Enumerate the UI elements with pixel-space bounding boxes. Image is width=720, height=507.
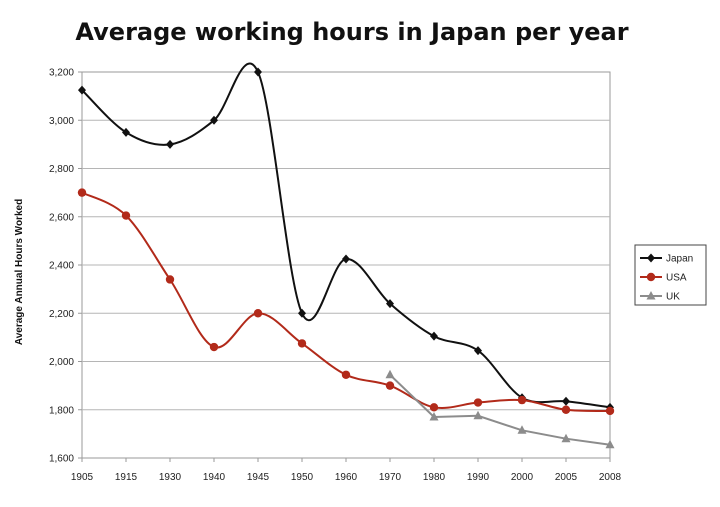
data-point-usa: [209, 342, 219, 352]
data-point-uk: [473, 410, 483, 420]
x-tick-label: 1905: [71, 472, 94, 483]
data-point-uk: [429, 411, 439, 421]
data-point-japan: [122, 127, 130, 137]
x-tick-label: 1990: [467, 472, 490, 483]
legend-marker-uk: [646, 291, 656, 300]
x-axis-ticks: 1905 1915 1930 1940 1945 1950 1960 1970 1980 1990…: [71, 458, 622, 483]
data-point-usa: [517, 395, 527, 405]
data-point-usa: [385, 381, 395, 390]
data-point-usa: [341, 370, 351, 379]
legend-label-usa: USA: [666, 273, 687, 284]
series-line-japan: [81, 62, 611, 409]
legend: Japan USA UK: [634, 244, 707, 306]
data-point-japan: [562, 396, 570, 406]
y-tick-label: 2,200: [49, 309, 74, 320]
data-point-japan: [78, 85, 86, 95]
data-point-uk: [605, 439, 615, 449]
data-point-usa: [165, 275, 175, 284]
x-tick-label: 1915: [115, 472, 138, 483]
data-point-uk: [561, 433, 571, 443]
data-point-japan: [386, 299, 394, 309]
x-tick-label: 1945: [247, 472, 270, 483]
x-tick-label: 1930: [159, 472, 182, 483]
data-point-usa: [429, 403, 439, 412]
x-tick-label: 1950: [291, 472, 314, 483]
y-tick-label: 1,800: [49, 405, 74, 416]
y-tick-label: 3,000: [49, 116, 74, 127]
data-point-japan: [474, 346, 482, 356]
data-point-usa: [77, 188, 87, 197]
y-tick-label: 2,800: [49, 164, 74, 175]
x-tick-label: 1970: [379, 472, 402, 483]
data-point-usa: [605, 406, 615, 416]
legend-label-uk: UK: [666, 292, 680, 303]
y-tick-label: 3,200: [49, 68, 74, 79]
legend-marker-usa: [646, 272, 656, 282]
data-point-japan: [210, 115, 218, 125]
data-point-usa: [473, 398, 483, 407]
data-point-japan: [342, 254, 350, 264]
grid-lines: [82, 119, 610, 411]
chart-title: Average working hours in Japan per year: [75, 18, 628, 46]
data-point-japan: [430, 331, 438, 341]
data-point-uk: [517, 425, 527, 434]
data-point-usa: [297, 339, 307, 348]
data-point-usa: [561, 405, 571, 414]
x-tick-label: 2005: [555, 472, 578, 483]
y-axis-label: Average Annual Hours Worked: [14, 199, 25, 345]
series-markers: [77, 67, 615, 449]
data-point-usa: [121, 211, 131, 220]
x-tick-label: 2000: [511, 472, 534, 483]
y-tick-label: 2,400: [49, 261, 74, 272]
series-line-uk: [389, 374, 611, 446]
y-tick-label: 1,600: [49, 454, 74, 465]
y-axis-ticks: 1,600 1,800 2,000 2,200 2,400 2,600 2,800 3,000…: [49, 68, 82, 465]
legend-marker-japan: [647, 253, 655, 263]
data-point-japan: [166, 139, 174, 149]
x-tick-label: 1960: [335, 472, 358, 483]
x-tick-label: 1940: [203, 472, 226, 483]
y-tick-label: 2,000: [49, 357, 74, 368]
data-point-japan: [298, 308, 306, 318]
x-tick-label: 1980: [423, 472, 446, 483]
x-tick-label: 2008: [599, 472, 622, 483]
y-tick-label: 2,600: [49, 212, 74, 223]
plot-area: 1,600 1,800 2,000 2,200 2,400 2,600 2,800 3,000…: [49, 62, 622, 483]
data-point-uk: [385, 369, 395, 379]
legend-label-japan: Japan: [666, 254, 693, 265]
data-point-usa: [253, 309, 263, 318]
data-point-japan: [254, 67, 262, 77]
